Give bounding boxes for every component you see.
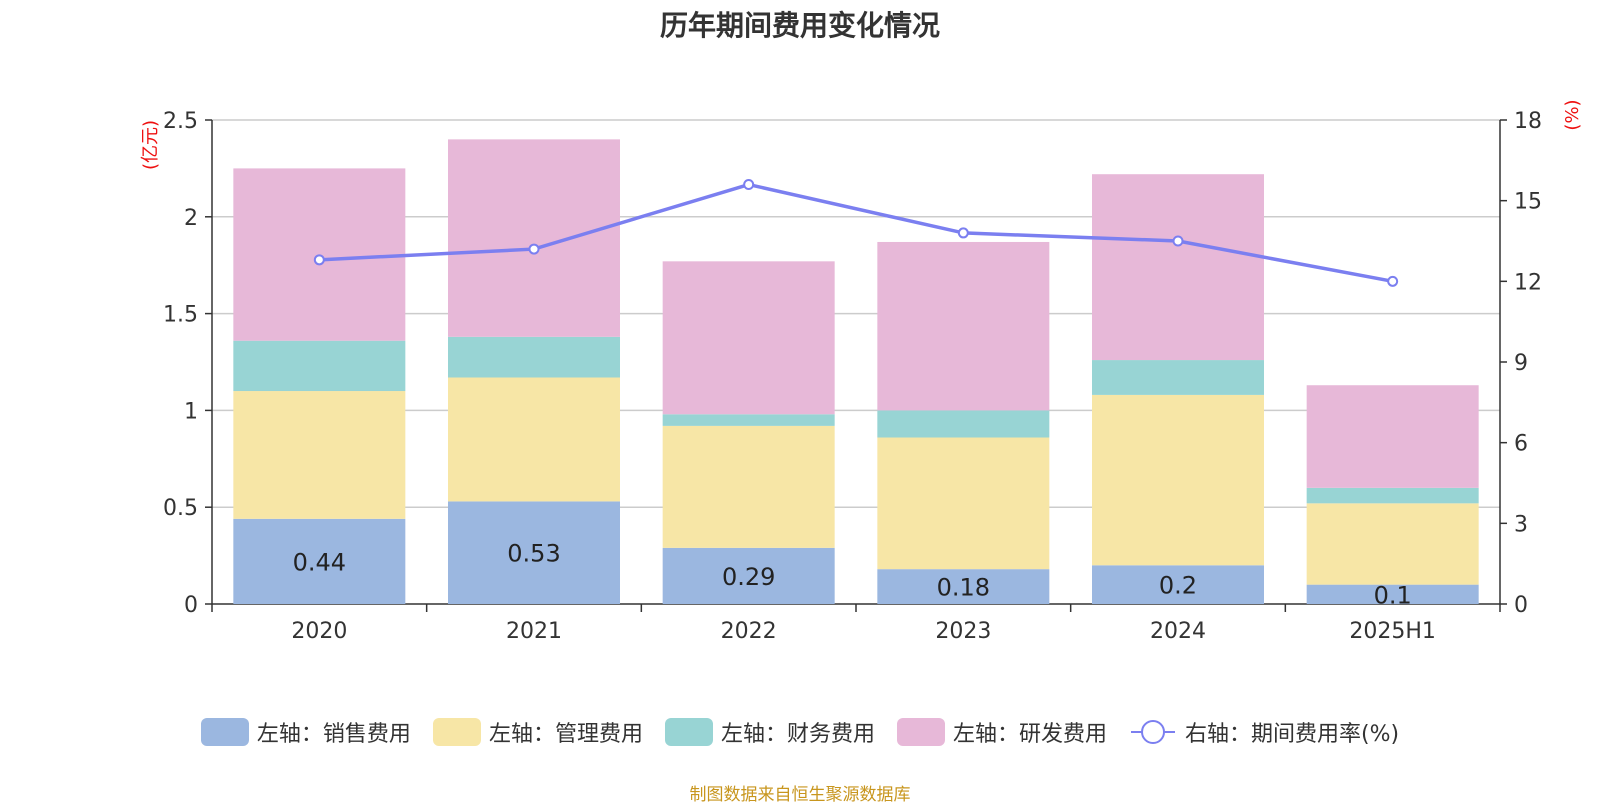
legend-label: 左轴：销售费用 (256, 722, 411, 747)
legend-label: 左轴：管理费用 (488, 722, 643, 747)
legend-label: 左轴：研发费用 (952, 722, 1107, 747)
bar-segment (448, 377, 620, 502)
rate-line (319, 182, 1393, 284)
bar-segment (662, 547, 835, 604)
right-tick-label: 15 (1514, 190, 1542, 215)
left-axis-unit: (亿元) (140, 120, 161, 170)
bar-segment (233, 391, 406, 519)
bar-data-label: 0.18 (937, 574, 990, 602)
legend-item[interactable]: 左轴：销售费用 (200, 716, 411, 748)
left-tick-label: 0.5 (163, 496, 198, 521)
x-tick-label: 2020 (291, 619, 347, 644)
legend-swatch (896, 718, 945, 746)
bar-segment (877, 410, 1050, 438)
left-tick-label: 0 (184, 593, 198, 618)
bar-segment (1306, 503, 1479, 585)
bar-segment (1306, 584, 1479, 604)
bar-segment (1092, 174, 1264, 361)
bar-segment (877, 437, 1050, 570)
legend-label: 右轴：期间费用率(%) (1184, 722, 1400, 747)
bar-data-label: 0.2 (1159, 572, 1197, 600)
right-tick-label: 3 (1514, 512, 1528, 537)
legend-item[interactable]: 左轴：研发费用 (896, 716, 1107, 748)
x-tick-label: 2023 (935, 619, 991, 644)
bar-segment (233, 340, 406, 392)
legend-line-marker-icon (1130, 720, 1175, 744)
bar-data-label: 0.29 (722, 563, 775, 591)
rate-point (743, 179, 755, 191)
legend-item[interactable]: 左轴：财务费用 (664, 716, 875, 748)
bar-segment (662, 414, 835, 426)
right-tick-label: 12 (1514, 270, 1542, 295)
x-tick-label: 2025H1 (1349, 619, 1436, 644)
legend-swatch (200, 718, 249, 746)
bar-segment (1092, 394, 1264, 566)
bar-data-label: 0.1 (1374, 581, 1412, 609)
left-tick-label: 1 (184, 399, 198, 424)
bar-data-label: 0.53 (507, 540, 560, 568)
bar-segment (1306, 385, 1479, 488)
bar-segment (877, 569, 1050, 604)
left-tick-label: 2 (184, 206, 198, 231)
x-tick-label: 2021 (506, 619, 562, 644)
bar-segment (1306, 487, 1479, 504)
bar-segment (448, 139, 620, 337)
left-tick-label: 1.5 (163, 303, 198, 328)
chart-title: 历年期间费用变化情况 (659, 9, 940, 42)
bar-segment (1092, 565, 1264, 604)
chart-legend: 左轴：销售费用 左轴：管理费用 左轴：财务费用 左轴：研发费用 右轴：期间费用率(%) (0, 716, 1600, 748)
right-tick-label: 6 (1514, 432, 1528, 457)
right-tick-label: 18 (1514, 109, 1542, 134)
right-tick-label: 0 (1514, 593, 1528, 618)
bar-data-label: 0.44 (293, 548, 346, 576)
bar-segment (448, 336, 620, 378)
right-axis-unit: (%) (1562, 99, 1583, 130)
legend-label: 左轴：财务费用 (720, 722, 875, 747)
bar-segment (233, 518, 406, 604)
bar-segment (1092, 360, 1264, 395)
bar-segment (448, 501, 620, 604)
right-tick-label: 9 (1514, 351, 1528, 376)
x-tick-label: 2024 (1150, 619, 1206, 644)
legend-item[interactable]: 右轴：期间费用率(%) (1129, 716, 1399, 748)
x-tick-label: 2022 (721, 619, 777, 644)
rate-point (957, 227, 969, 239)
rate-point (528, 243, 540, 255)
legend-swatch (432, 718, 481, 746)
bar-segment (877, 241, 1050, 411)
rate-point (1172, 235, 1184, 247)
bar-segment (662, 261, 835, 415)
legend-item[interactable]: 左轴：管理费用 (432, 716, 643, 748)
legend-swatch (664, 718, 713, 746)
bar-segment (662, 425, 835, 548)
left-tick-label: 2.5 (163, 109, 198, 134)
rate-point (313, 254, 325, 266)
rate-point (1387, 275, 1399, 287)
source-note: 制图数据来自恒生聚源数据库 (689, 785, 911, 805)
